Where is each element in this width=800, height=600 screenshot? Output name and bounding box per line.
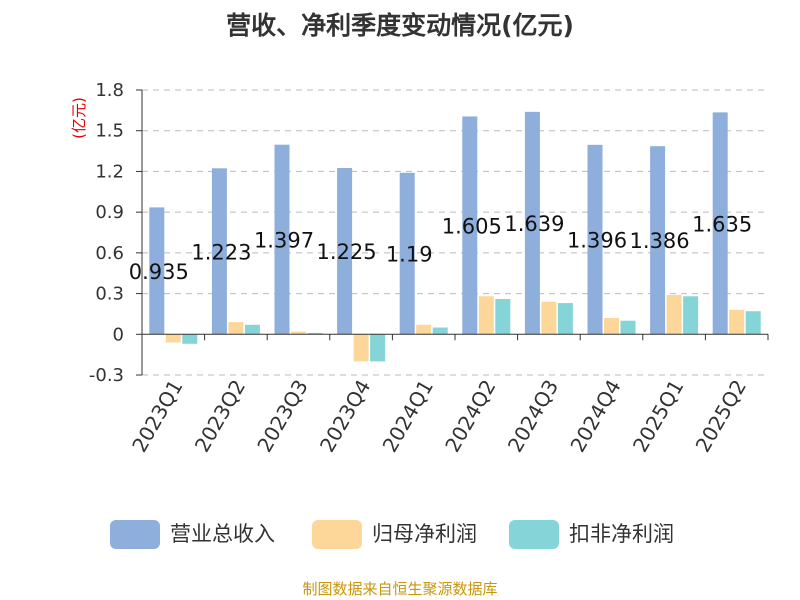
bar-revenue <box>524 111 540 335</box>
bar-deducted-net-profit <box>683 296 699 335</box>
source-note: 制图数据来自恒生聚源数据库 <box>302 580 497 598</box>
data-label: 0.935 <box>129 260 189 284</box>
bar-deducted-net-profit <box>432 327 448 335</box>
data-label: 1.397 <box>254 228 314 252</box>
bar-net-profit <box>478 296 494 335</box>
bar-deducted-net-profit <box>307 332 323 335</box>
chart-title: 营收、净利季度变动情况(亿元) <box>226 11 574 40</box>
y-tick-label: 0 <box>113 324 124 345</box>
y-tick-label: 1.8 <box>95 80 124 101</box>
legend: 营业总收入 归母净利润 扣非净利润 <box>110 520 674 549</box>
bar-revenue <box>211 168 227 335</box>
x-tick-label: 2023Q3 <box>252 376 312 457</box>
legend-label: 扣非净利润 <box>569 522 674 546</box>
y-tick-label: -0.3 <box>89 365 124 386</box>
x-tick-label: 2024Q4 <box>565 376 625 457</box>
legend-swatch <box>509 520 559 549</box>
x-tick-label: 2025Q2 <box>691 376 751 457</box>
bar-deducted-net-profit <box>620 320 636 335</box>
bar-net-profit <box>291 331 306 335</box>
bar-deducted-net-profit <box>745 311 761 335</box>
legend-label: 归母净利润 <box>372 522 477 546</box>
legend-label: 营业总收入 <box>170 522 275 546</box>
y-tick-label: 0.6 <box>95 243 124 264</box>
x-tick-label: 2023Q4 <box>315 376 375 457</box>
x-tick-label: 2024Q2 <box>440 376 500 457</box>
bar-deducted-net-profit <box>370 334 386 362</box>
y-tick-label: 1.2 <box>95 161 124 182</box>
bar-revenue <box>399 172 415 335</box>
bar-net-profit <box>604 318 619 335</box>
x-tick-label: 2023Q2 <box>190 376 250 457</box>
data-label: 1.223 <box>191 240 251 264</box>
bar-revenue <box>650 146 666 335</box>
bar-net-profit <box>666 294 682 335</box>
bar-revenue <box>337 168 353 335</box>
data-label: 1.386 <box>630 229 690 253</box>
bar-revenue <box>712 112 728 335</box>
data-label: 1.19 <box>386 243 433 267</box>
bars-layer <box>149 111 761 362</box>
bar-revenue <box>462 116 478 335</box>
axis-layer: 1.81.51.20.90.60.30-0.3 2023Q1 2023Q2 2023Q… <box>89 80 769 457</box>
y-unit-label: (亿元) <box>70 97 88 139</box>
bar-revenue <box>274 144 290 335</box>
x-tick-label: 2024Q3 <box>503 376 563 457</box>
x-tick-label: 2025Q1 <box>628 376 688 457</box>
bar-net-profit <box>165 334 181 343</box>
y-tick-label: 0.3 <box>95 284 124 305</box>
y-tick-label: 1.5 <box>95 121 124 142</box>
data-label: 1.605 <box>442 214 502 238</box>
bar-net-profit <box>228 322 244 335</box>
legend-swatch <box>312 520 362 549</box>
bar-revenue <box>587 144 603 335</box>
grid-layer <box>142 89 768 376</box>
bar-deducted-net-profit <box>244 324 260 335</box>
y-tick-label: 0.9 <box>95 202 124 223</box>
legend-swatch <box>110 520 160 549</box>
bar-net-profit <box>541 301 557 335</box>
bar-revenue <box>149 207 165 335</box>
data-label: 1.225 <box>317 240 377 264</box>
data-label: 1.639 <box>504 212 564 236</box>
data-label: 1.396 <box>567 229 627 253</box>
bar-net-profit <box>416 324 432 335</box>
bar-net-profit <box>729 309 745 335</box>
bar-deducted-net-profit <box>557 303 573 335</box>
x-tick-label: 2023Q1 <box>127 376 187 457</box>
bar-deducted-net-profit <box>495 299 511 335</box>
bar-deducted-net-profit <box>182 334 198 344</box>
bar-net-profit <box>353 334 369 362</box>
data-label: 1.635 <box>692 212 752 236</box>
x-tick-label: 2024Q1 <box>378 376 438 457</box>
